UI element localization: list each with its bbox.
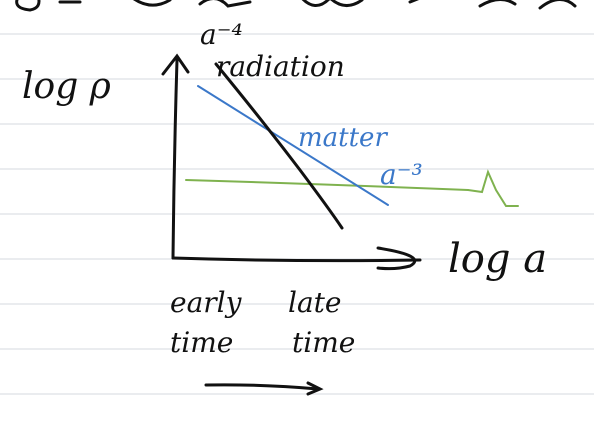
top-cutoff-scribble xyxy=(15,0,577,12)
time-arrow-line xyxy=(204,383,320,391)
radiation-label: radiation xyxy=(216,50,345,83)
lambda-squiggle xyxy=(467,169,519,207)
matter-label: matter xyxy=(298,123,388,153)
lambda-line xyxy=(185,179,469,191)
lambda-curve xyxy=(185,169,519,207)
x-axis-arrowhead xyxy=(376,246,417,271)
time-arrow-head xyxy=(306,381,324,396)
late-time-label: time xyxy=(292,326,355,359)
radiation-line xyxy=(214,62,344,230)
matter-line xyxy=(197,85,389,206)
x-axis xyxy=(171,246,422,271)
radiation-exponent: a⁻⁴ xyxy=(200,18,243,51)
x-axis-line xyxy=(171,256,422,263)
x-axis-label: log a xyxy=(448,236,547,282)
y-axis-line xyxy=(171,58,179,260)
matter-exponent: a⁻³ xyxy=(380,158,423,191)
early-label: early xyxy=(170,286,243,319)
late-label: late xyxy=(288,286,341,319)
early-time-label: time xyxy=(170,326,233,359)
y-axis xyxy=(161,53,190,260)
y-axis-label: log ρ xyxy=(22,66,111,107)
y-axis-arrowhead xyxy=(161,53,190,76)
